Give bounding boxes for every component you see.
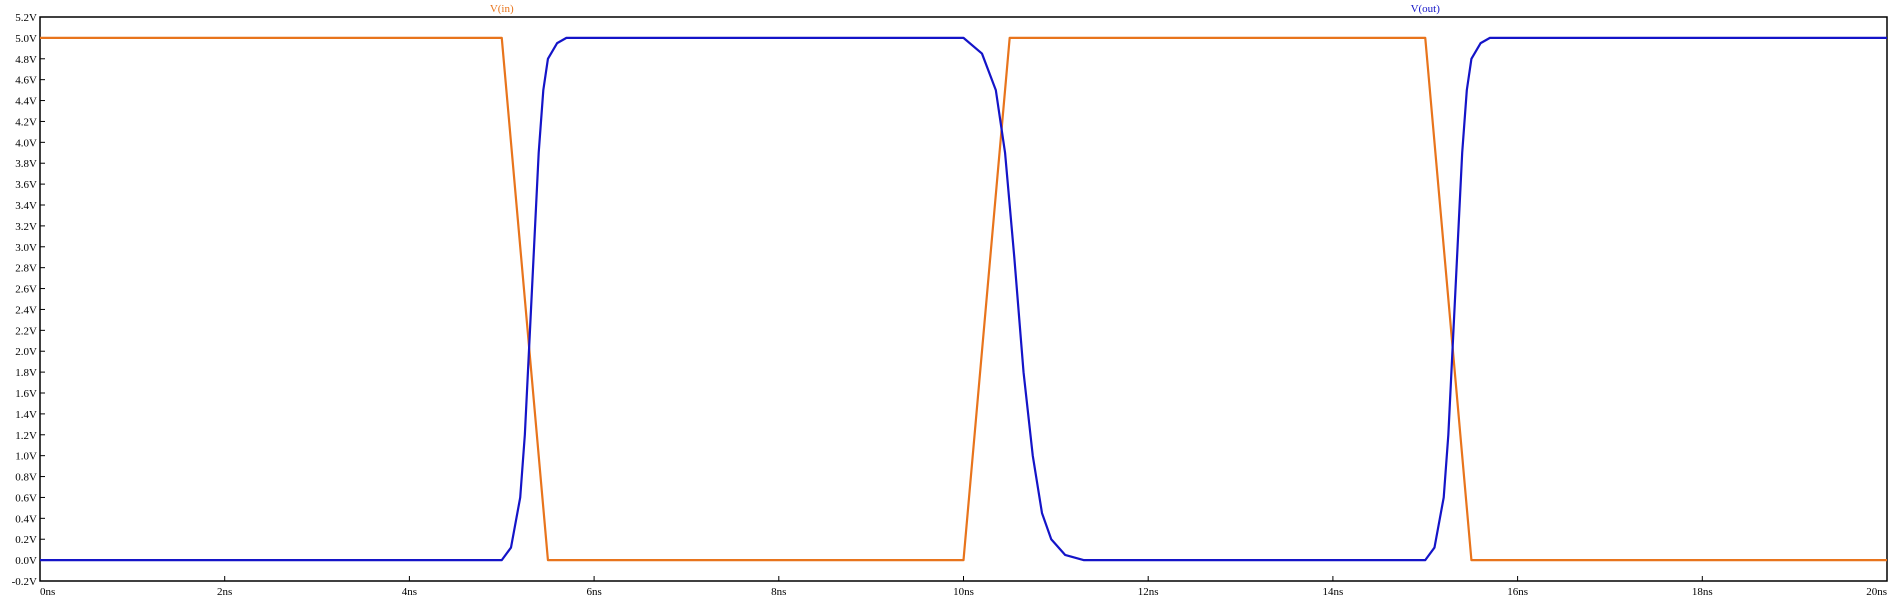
- y-tick-label: 2.8V: [15, 263, 37, 275]
- x-tick-label: 4ns: [402, 586, 417, 598]
- x-tick-label: 16ns: [1507, 586, 1528, 598]
- legend-label: V(in): [490, 3, 514, 15]
- y-tick-label: 2.2V: [15, 325, 37, 337]
- y-tick-label: 1.0V: [15, 451, 37, 463]
- y-tick-label: 3.8V: [15, 158, 37, 170]
- plot-frame: [39, 16, 1888, 582]
- y-tick-label: 0.6V: [15, 492, 37, 504]
- legend: V(in) V(out): [490, 3, 1440, 15]
- y-tick-label: 0.2V: [15, 534, 37, 546]
- x-tick-label: 20ns: [1866, 586, 1887, 598]
- y-tick-label: 0.8V: [15, 472, 37, 484]
- y-tick-label: 4.0V: [15, 137, 37, 149]
- x-tick-label: 10ns: [953, 586, 974, 598]
- series-line-v-in-: [40, 36, 1887, 562]
- y-tick-label: 0.0V: [15, 555, 37, 567]
- y-tick-label: 4.4V: [15, 96, 37, 108]
- x-tick-label: 18ns: [1692, 586, 1713, 598]
- y-tick-label: 5.2V: [15, 12, 37, 24]
- x-axis: 0ns 2ns 4ns 6ns 8ns 10ns 12ns 14ns 16ns 18ns 20ns: [39, 576, 1888, 598]
- series-line-v-out-: [40, 36, 1887, 562]
- y-tick-label: 3.2V: [15, 221, 37, 233]
- x-tick-label: 12ns: [1138, 586, 1159, 598]
- y-tick-label: 4.6V: [15, 75, 37, 87]
- traces: [40, 36, 1887, 562]
- x-tick-label: 6ns: [586, 586, 601, 598]
- y-tick-label: 4.2V: [15, 116, 37, 128]
- y-tick-label: 1.6V: [15, 388, 37, 400]
- y-tick-label: 0.4V: [15, 513, 37, 525]
- legend-label: V(out): [1411, 3, 1441, 15]
- y-tick-label: 3.4V: [15, 200, 37, 212]
- y-tick-label: 5.0V: [15, 33, 37, 45]
- y-tick-label: -0.2V: [12, 576, 37, 588]
- y-tick-label: 3.6V: [15, 179, 37, 191]
- x-tick-label: 14ns: [1323, 586, 1344, 598]
- y-tick-label: 3.0V: [15, 242, 37, 254]
- y-tick-label: 2.0V: [15, 346, 37, 358]
- y-tick-label: 2.4V: [15, 304, 37, 316]
- x-tick-label: 2ns: [217, 586, 232, 598]
- y-tick-label: 1.2V: [15, 430, 37, 442]
- x-tick-label: 0ns: [40, 586, 55, 598]
- y-tick-label: 4.8V: [15, 54, 37, 66]
- y-tick-label: 1.8V: [15, 367, 37, 379]
- y-tick-label: 2.6V: [15, 284, 37, 296]
- y-axis: -0.2V 0.0V 0.2V 0.4V 0.6V 0.8V 1.0V 1.2V 1.4V 1.6…: [12, 12, 45, 588]
- y-tick-label: 1.4V: [15, 409, 37, 421]
- x-tick-label: 8ns: [771, 586, 786, 598]
